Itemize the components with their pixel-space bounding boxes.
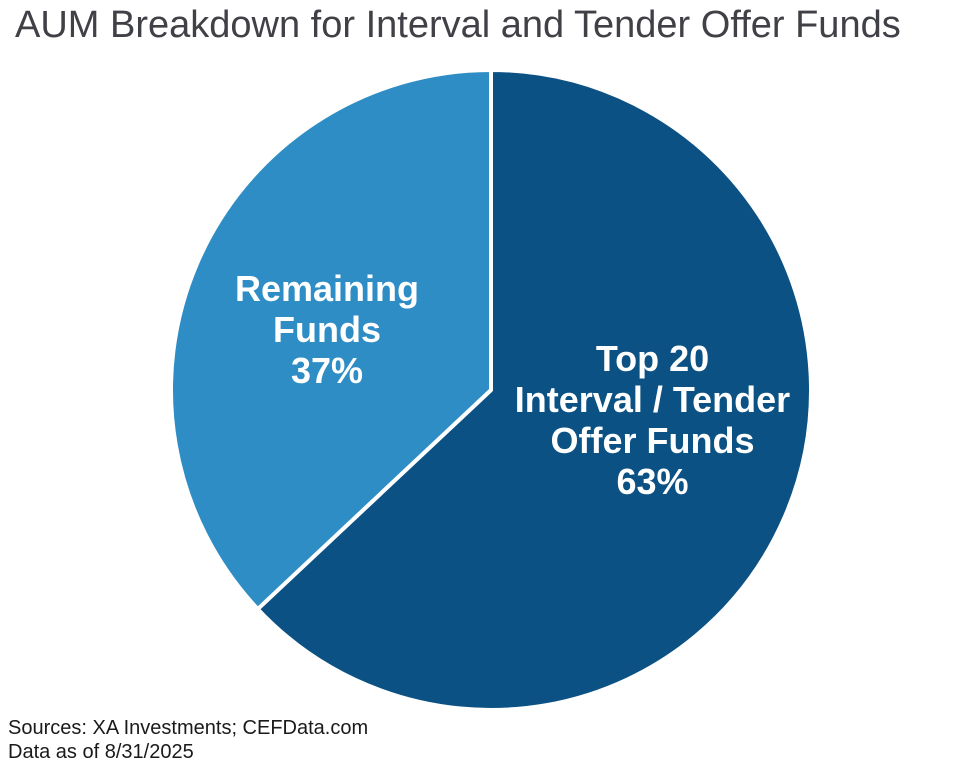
pie-chart-svg (169, 68, 813, 712)
pie-slice-remaining-funds (169, 68, 493, 612)
chart-title: AUM Breakdown for Interval and Tender Of… (15, 4, 901, 46)
source-note: Sources: XA Investments; CEFData.com Dat… (8, 716, 368, 764)
source-line: Sources: XA Investments; CEFData.com (8, 717, 369, 739)
as-of-line: Data as of 8/31/2025 (8, 741, 194, 763)
pie-chart (169, 68, 813, 712)
pie-slice-top-20-interval-tender-offer-funds (255, 68, 813, 712)
